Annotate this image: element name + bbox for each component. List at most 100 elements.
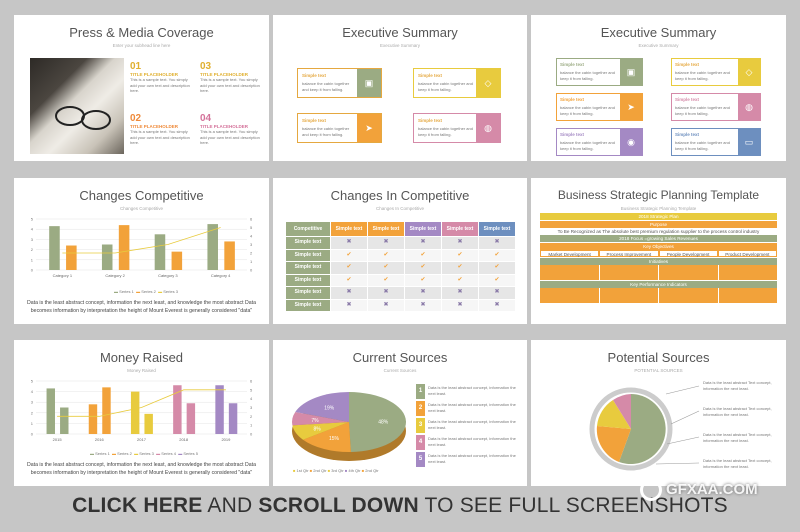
potential-sources-donut [589, 385, 700, 471]
monitor-icon: ▭ [738, 129, 760, 155]
click-here-link[interactable]: CLICK HERE [72, 494, 203, 517]
y2-tick-label: 3 [250, 242, 253, 247]
kpi-row [540, 288, 777, 303]
slide-subtitle: Current Sources [383, 368, 417, 373]
y2-tick-label: 1 [250, 423, 253, 428]
slide-subtitle: Enter your subhead line here [112, 43, 171, 48]
slide-title: Current Sources [352, 350, 448, 365]
box-text: balance the cabin together and keep it f… [418, 81, 473, 92]
paper-plane-icon: ➤ [357, 114, 381, 142]
item-label: TITLE PLACEHOLDER [130, 72, 178, 77]
legend-item: Series 3 [139, 451, 154, 456]
check-icon: ✔ [368, 262, 404, 274]
cross-icon: ✖ [442, 287, 478, 299]
item-label: TITLE PLACEHOLDER [200, 72, 248, 77]
globe-icon: ◍ [738, 94, 760, 120]
competitive-table: Competitive Simple text Simple text Simple … [286, 222, 515, 314]
x-tick-label: Category 1 [53, 273, 73, 278]
check-icon: ✔ [479, 262, 515, 274]
slide-executive-summary-1[interactable]: Executive Summary Executive Summary Simp… [273, 15, 527, 161]
slide-title: Business Strategic Planning Template [557, 188, 760, 202]
y2-tick-label: 4 [250, 234, 253, 239]
lock-icon: ▣ [620, 59, 642, 85]
kpi-header: Key Performance Indicators [540, 281, 777, 288]
box-heading: Simple text [675, 62, 700, 67]
item-text: This is a sample text. You simply add yo… [200, 129, 260, 146]
slide-subtitle: Money Raised [127, 368, 156, 373]
objective-cell: Product Development [717, 250, 777, 257]
bar [66, 245, 77, 270]
slide-potential-sources[interactable]: Potential Sources POTENTIAL SOURCES Data… [531, 340, 786, 486]
slide-business-strategic-plan[interactable]: Business Strategic Planning Template Bus… [531, 178, 786, 324]
box-heading: Simple text [418, 118, 443, 123]
y-tick-label: 1 [31, 421, 34, 426]
y-tick-label: 2 [31, 410, 34, 415]
key-objectives-header: Key Objectives [540, 243, 777, 250]
cross-icon: ✖ [405, 237, 441, 249]
slide-changes-in-competitive[interactable]: Changes In Competitive Changes In Compet… [273, 178, 527, 324]
table-column-header: Simple text [442, 222, 478, 236]
cross-icon: ✖ [405, 287, 441, 299]
legend-item: Series 3 [163, 289, 178, 294]
item-text: This is a sample text. You simply add yo… [200, 77, 260, 94]
globe-icon: ◍ [476, 114, 500, 142]
legend-item: 4th Qtr [348, 468, 361, 473]
list-text: Data is the least abstract concept, info… [428, 436, 516, 447]
list-item: 2 Data is the least abstract concept, inf… [416, 401, 521, 416]
legend-item: Series 4 [161, 451, 176, 456]
bar [102, 387, 111, 434]
slide-title: Executive Summary [600, 25, 717, 40]
legend-item: Series 2 [141, 289, 156, 294]
box-heading: Simple text [560, 97, 585, 102]
table-row-header: Simple text [286, 237, 330, 249]
slide-current-sources[interactable]: Current Sources Current Sources 48% 15% 8%… [273, 340, 527, 486]
current-sources-pie: 48% 15% 8% 7% 19% [292, 392, 407, 461]
x-tick-label: 2016 [95, 437, 105, 442]
legend-item: Series 1 [119, 289, 134, 294]
legend-item: 2nd Qtr [365, 468, 379, 473]
pie-legend: ■ 1st Qtr ■ 2nd Qtr ■ 3rd Qtr ■ 4th Qtr … [293, 468, 379, 473]
bar [224, 241, 235, 270]
y-tick-label: 5 [31, 379, 34, 384]
box-text: balance the cabin together and keep it f… [302, 81, 350, 92]
initiatives-header: Initiatives [540, 258, 777, 265]
list-text: Data is the least abstract concept, info… [428, 419, 516, 430]
slide-executive-summary-2[interactable]: Executive Summary Executive Summary Simp… [531, 15, 786, 161]
x-tick-label: 2019 [221, 437, 231, 442]
bar [173, 385, 182, 434]
y2-tick-label: 5 [250, 225, 253, 230]
bar [171, 251, 183, 270]
slide-money-raised[interactable]: Money Raised Money Raised 0 1 2 3 4 5 0 1 2 3 4 5 6 2… [14, 340, 269, 486]
slide-changes-competitive[interactable]: Changes Competitive Changes Competitive … [14, 178, 269, 324]
box-text: balance the cabin together and keep it f… [302, 126, 350, 137]
item-text: This is a sample text. You simply add yo… [130, 129, 190, 146]
slide-title: Money Raised [99, 350, 184, 365]
press-item: 02 TITLE PLACEHOLDER This is a sample te… [130, 113, 195, 146]
table-row-header: Simple text [286, 262, 330, 274]
potential-item: Data is the least abstract Text concept,… [703, 432, 772, 443]
bar [186, 403, 196, 434]
list-text: Data is the least abstract concept, info… [428, 385, 516, 396]
legend-item: Series 5 [183, 451, 198, 456]
box-text: balance the cabin together and keep it f… [675, 70, 730, 81]
series-line [62, 227, 221, 254]
box-text: balance the cabin together and keep it f… [560, 70, 615, 81]
slide-subtitle: Executive Summary [638, 43, 679, 48]
cross-icon: ✖ [479, 237, 515, 249]
paper-plane-icon: ➤ [620, 94, 642, 120]
x-tick-label: Category 3 [158, 273, 178, 278]
check-icon: ✔ [442, 262, 478, 274]
cross-icon: ✖ [368, 299, 404, 311]
item-label: TITLE PLACEHOLDER [200, 124, 248, 129]
camera-icon: ◉ [620, 129, 642, 155]
slide-title: Changes In Competitive [330, 188, 470, 203]
chart-note: Data is the least abstract concept, info… [27, 462, 256, 477]
check-icon: ✔ [405, 262, 441, 274]
purpose-header: Purpose [540, 221, 777, 228]
check-icon: ✔ [442, 274, 478, 286]
box-heading: Simple text [560, 62, 585, 67]
y-tick-label: 2 [31, 247, 34, 252]
slide-press-media[interactable]: Press & Media Coverage Enter your subhea… [14, 15, 269, 161]
legend-item: Series 1 [95, 451, 110, 456]
slice-orange [596, 426, 631, 462]
